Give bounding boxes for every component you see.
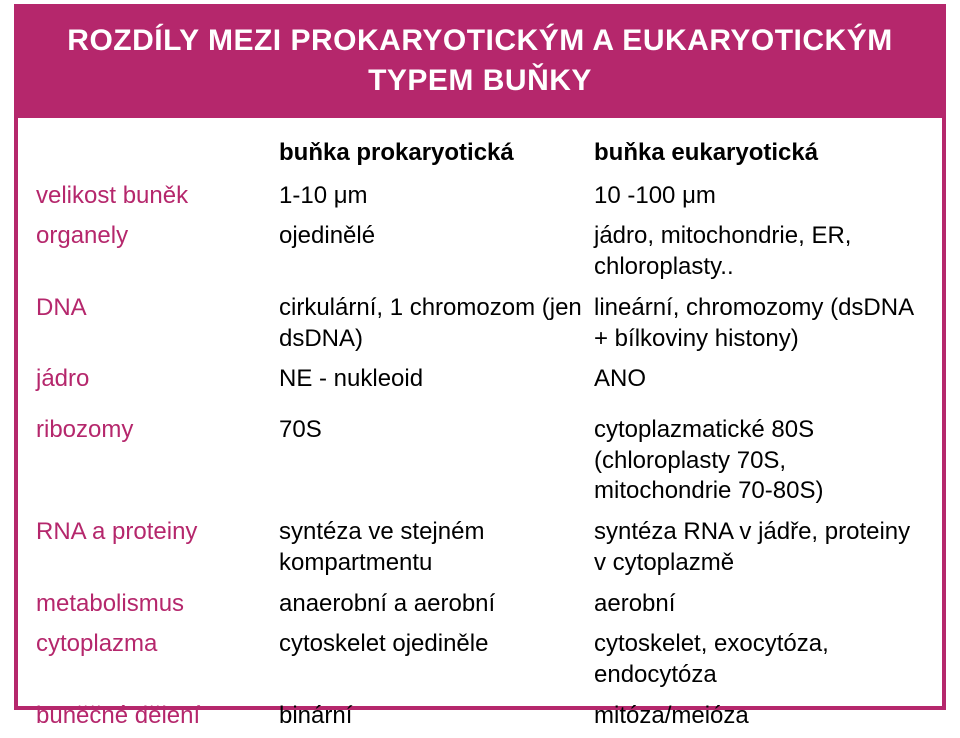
row-label: velikost buněk xyxy=(30,177,273,218)
row-euk: cytoplazmatické 80S (chloroplasty 70S, m… xyxy=(588,411,930,513)
table-row: metabolismus anaerobní a aerobní aerobní xyxy=(30,585,930,626)
row-prok: anaerobní a aerobní xyxy=(273,585,588,626)
table-row: organely ojedinělé jádro, mitochondrie, … xyxy=(30,217,930,288)
row-prok: syntéza ve stejném kompartmentu xyxy=(273,513,588,584)
col-header-prok: buňka prokaryotická xyxy=(273,134,588,177)
col-header-attr xyxy=(30,134,273,177)
slide-frame: ROZDÍLY MEZI PROKARYOTICKÝM A EUKARYOTIC… xyxy=(14,4,946,710)
row-euk: lineární, chromozomy (dsDNA + bílkoviny … xyxy=(588,289,930,360)
row-euk: syntéza RNA v jádře, proteiny v cytoplaz… xyxy=(588,513,930,584)
table-row: RNA a proteiny syntéza ve stejném kompar… xyxy=(30,513,930,584)
col-header-euk: buňka eukaryotická xyxy=(588,134,930,177)
row-prok: 1-10 μm xyxy=(273,177,588,218)
row-label: organely xyxy=(30,217,273,288)
row-euk: mitóza/meióza xyxy=(588,697,930,738)
row-label: buněčné dělení xyxy=(30,697,273,738)
row-label: metabolismus xyxy=(30,585,273,626)
row-prok: cirkulární, 1 chromozom (jen dsDNA) xyxy=(273,289,588,360)
row-euk: 10 -100 μm xyxy=(588,177,930,218)
table-row: cytoplazma cytoskelet ojediněle cytoskel… xyxy=(30,625,930,696)
row-euk: cytoskelet, exocytóza, endocytóza xyxy=(588,625,930,696)
table-row: ribozomy 70S cytoplazmatické 80S (chloro… xyxy=(30,411,930,513)
row-prok: ojedinělé xyxy=(273,217,588,288)
content-area: buňka prokaryotická buňka eukaryotická v… xyxy=(30,134,930,696)
row-prok: cytoskelet ojediněle xyxy=(273,625,588,696)
row-euk: ANO xyxy=(588,360,930,401)
row-prok: binární xyxy=(273,697,588,738)
table-row: buněčné dělení binární mitóza/meióza xyxy=(30,697,930,738)
comparison-table: buňka prokaryotická buňka eukaryotická v… xyxy=(30,134,930,738)
table-gap xyxy=(30,401,930,411)
slide-title: ROZDÍLY MEZI PROKARYOTICKÝM A EUKARYOTIC… xyxy=(14,21,946,102)
row-prok: 70S xyxy=(273,411,588,513)
title-band: ROZDÍLY MEZI PROKARYOTICKÝM A EUKARYOTIC… xyxy=(14,4,946,118)
row-label: DNA xyxy=(30,289,273,360)
table-row: velikost buněk 1-10 μm 10 -100 μm xyxy=(30,177,930,218)
row-label: cytoplazma xyxy=(30,625,273,696)
table-header-row: buňka prokaryotická buňka eukaryotická xyxy=(30,134,930,177)
row-prok: NE - nukleoid xyxy=(273,360,588,401)
row-euk: aerobní xyxy=(588,585,930,626)
table-row: DNA cirkulární, 1 chromozom (jen dsDNA) … xyxy=(30,289,930,360)
row-label: jádro xyxy=(30,360,273,401)
row-label: RNA a proteiny xyxy=(30,513,273,584)
table-row: jádro NE - nukleoid ANO xyxy=(30,360,930,401)
row-label: ribozomy xyxy=(30,411,273,513)
row-euk: jádro, mitochondrie, ER, chloroplasty.. xyxy=(588,217,930,288)
